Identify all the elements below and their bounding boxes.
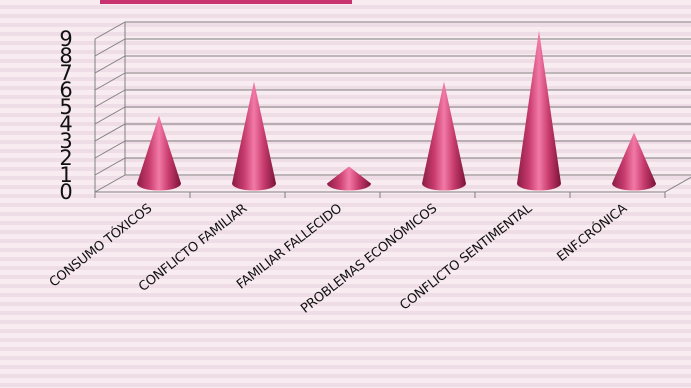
gridline-side: [94, 174, 126, 193]
cone: [137, 115, 181, 191]
cone: [327, 166, 371, 191]
gridline-side: [94, 106, 126, 125]
axis-x-side: [664, 176, 691, 193]
gridline-side: [94, 140, 126, 159]
y-tick-label: 1: [59, 163, 72, 187]
x-tick-label: FAMILIAR FALLECIDO: [234, 201, 345, 292]
cone: [517, 30, 561, 191]
cone: [612, 132, 656, 191]
cone-body: [232, 81, 276, 191]
gridline-side: [94, 72, 126, 91]
y-tick-label: 6: [59, 78, 72, 102]
x-tick-label: ENF.CRÓNICA: [554, 200, 630, 265]
gridline-side: [94, 89, 126, 108]
header-bar: [100, 0, 352, 4]
cone-body: [517, 30, 561, 191]
y-tick-label: 8: [59, 44, 72, 68]
cone-body: [612, 132, 656, 191]
cone: [422, 81, 466, 191]
cone-body: [327, 166, 371, 191]
gridline-side: [94, 55, 126, 74]
y-tick-label: 7: [59, 61, 72, 85]
gridline-side: [94, 21, 126, 40]
gridline-side: [94, 38, 126, 57]
y-tick-label: 4: [59, 112, 72, 136]
cone: [232, 81, 276, 191]
y-tick-label: 0: [59, 180, 72, 204]
y-tick-label: 2: [59, 146, 72, 170]
y-tick-label: 3: [59, 129, 72, 153]
gridline-side: [94, 123, 126, 142]
cone-body: [137, 115, 181, 191]
y-tick-label: 5: [59, 95, 72, 119]
y-tick-label: 9: [59, 27, 72, 51]
cone-body: [422, 81, 466, 191]
gridline-side: [94, 157, 126, 176]
x-tick-label: CONSUMO TÓXICOS: [46, 201, 155, 291]
